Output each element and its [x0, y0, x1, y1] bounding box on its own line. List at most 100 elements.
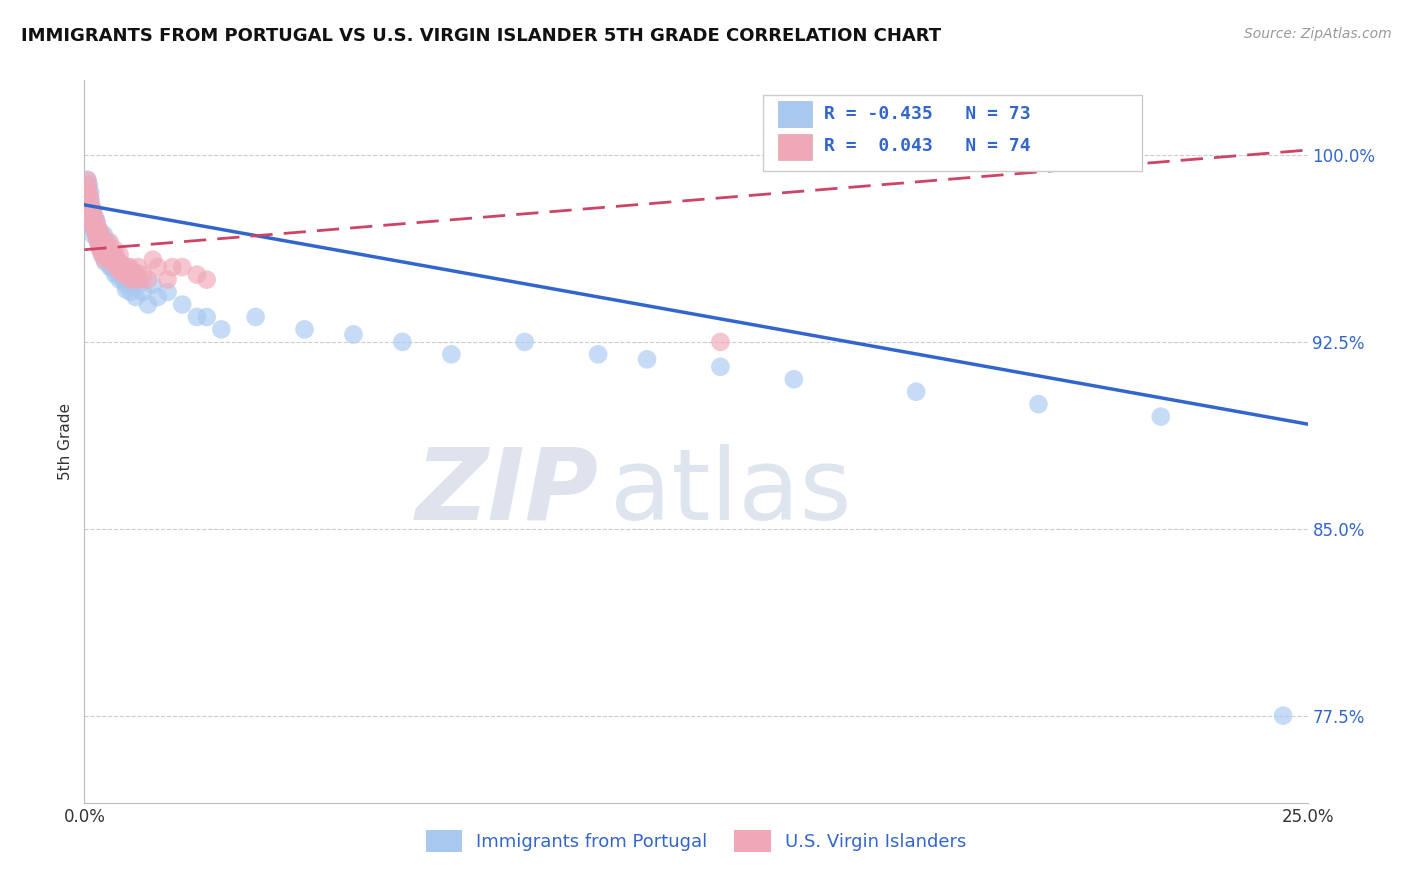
Point	[162, 260, 184, 274]
Point	[142, 252, 165, 267]
Point	[93, 227, 115, 242]
Point	[98, 260, 121, 274]
Point	[83, 223, 105, 237]
Point	[82, 211, 104, 225]
Point	[125, 272, 148, 286]
Point	[90, 227, 112, 242]
Point	[104, 243, 127, 257]
Point	[111, 260, 134, 274]
Point	[111, 258, 134, 272]
Point	[107, 260, 129, 274]
Point	[709, 334, 731, 349]
Point	[905, 384, 928, 399]
Text: atlas: atlas	[610, 443, 852, 541]
FancyBboxPatch shape	[778, 101, 813, 128]
Point	[84, 223, 107, 237]
Point	[104, 258, 127, 272]
Point	[97, 235, 120, 250]
Point	[105, 265, 128, 279]
Point	[146, 260, 169, 274]
Point	[112, 260, 135, 274]
Point	[83, 212, 105, 227]
Point	[586, 347, 609, 361]
Point	[108, 248, 131, 262]
Point	[209, 322, 232, 336]
Point	[77, 178, 100, 192]
Text: IMMIGRANTS FROM PORTUGAL VS U.S. VIRGIN ISLANDER 5TH GRADE CORRELATION CHART: IMMIGRANTS FROM PORTUGAL VS U.S. VIRGIN …	[21, 27, 941, 45]
Point	[89, 227, 111, 242]
Point	[82, 227, 104, 242]
Point	[80, 193, 103, 207]
Point	[136, 297, 159, 311]
Point	[77, 202, 100, 217]
Point	[114, 268, 136, 282]
Point	[96, 240, 118, 254]
Point	[87, 227, 110, 242]
Point	[86, 215, 108, 229]
Point	[107, 255, 129, 269]
Point	[89, 235, 111, 250]
Point	[132, 268, 155, 282]
Point	[709, 359, 731, 374]
Point	[89, 240, 111, 254]
Point	[636, 352, 658, 367]
Legend: Immigrants from Portugal, U.S. Virgin Islanders: Immigrants from Portugal, U.S. Virgin Is…	[419, 822, 973, 859]
Point	[120, 272, 142, 286]
Point	[100, 252, 122, 267]
Point	[76, 178, 98, 192]
Point	[77, 186, 100, 200]
Point	[87, 223, 110, 237]
Text: R =  0.043   N = 74: R = 0.043 N = 74	[824, 137, 1031, 155]
Point	[94, 248, 117, 262]
Point	[97, 252, 120, 267]
Point	[97, 248, 120, 262]
Point	[86, 233, 108, 247]
Point	[87, 223, 110, 237]
Point	[82, 208, 104, 222]
Point	[76, 186, 98, 200]
Point	[1028, 397, 1050, 411]
Point	[80, 200, 103, 214]
Text: R = -0.435   N = 73: R = -0.435 N = 73	[824, 104, 1031, 122]
Point	[94, 235, 117, 250]
Point	[84, 223, 107, 237]
Point	[110, 265, 132, 279]
Point	[104, 248, 127, 262]
Point	[101, 248, 124, 262]
Point	[136, 272, 159, 286]
FancyBboxPatch shape	[763, 95, 1143, 170]
Point	[90, 235, 112, 250]
Point	[783, 372, 806, 386]
Point	[112, 272, 135, 286]
Point	[103, 252, 125, 267]
Point	[89, 243, 111, 257]
Point	[1150, 409, 1173, 424]
Point	[128, 272, 150, 286]
Point	[86, 215, 108, 229]
Point	[115, 268, 138, 282]
Point	[105, 260, 128, 274]
Point	[89, 237, 111, 252]
Point	[93, 252, 115, 267]
Point	[87, 235, 110, 250]
Y-axis label: 5th Grade: 5th Grade	[58, 403, 73, 480]
Point	[440, 347, 463, 361]
Text: Source: ZipAtlas.com: Source: ZipAtlas.com	[1244, 27, 1392, 41]
Point	[86, 233, 108, 247]
Point	[195, 272, 218, 286]
Point	[142, 277, 165, 292]
Point	[294, 322, 316, 336]
Point	[84, 227, 107, 242]
Point	[76, 211, 98, 225]
Point	[83, 220, 105, 235]
Point	[110, 265, 132, 279]
Point	[127, 277, 149, 292]
Point	[82, 202, 104, 217]
Point	[1272, 708, 1295, 723]
Point	[127, 260, 149, 274]
Point	[91, 248, 114, 262]
Point	[94, 255, 117, 269]
Point	[103, 260, 125, 274]
Point	[93, 243, 115, 257]
Point	[84, 211, 107, 225]
